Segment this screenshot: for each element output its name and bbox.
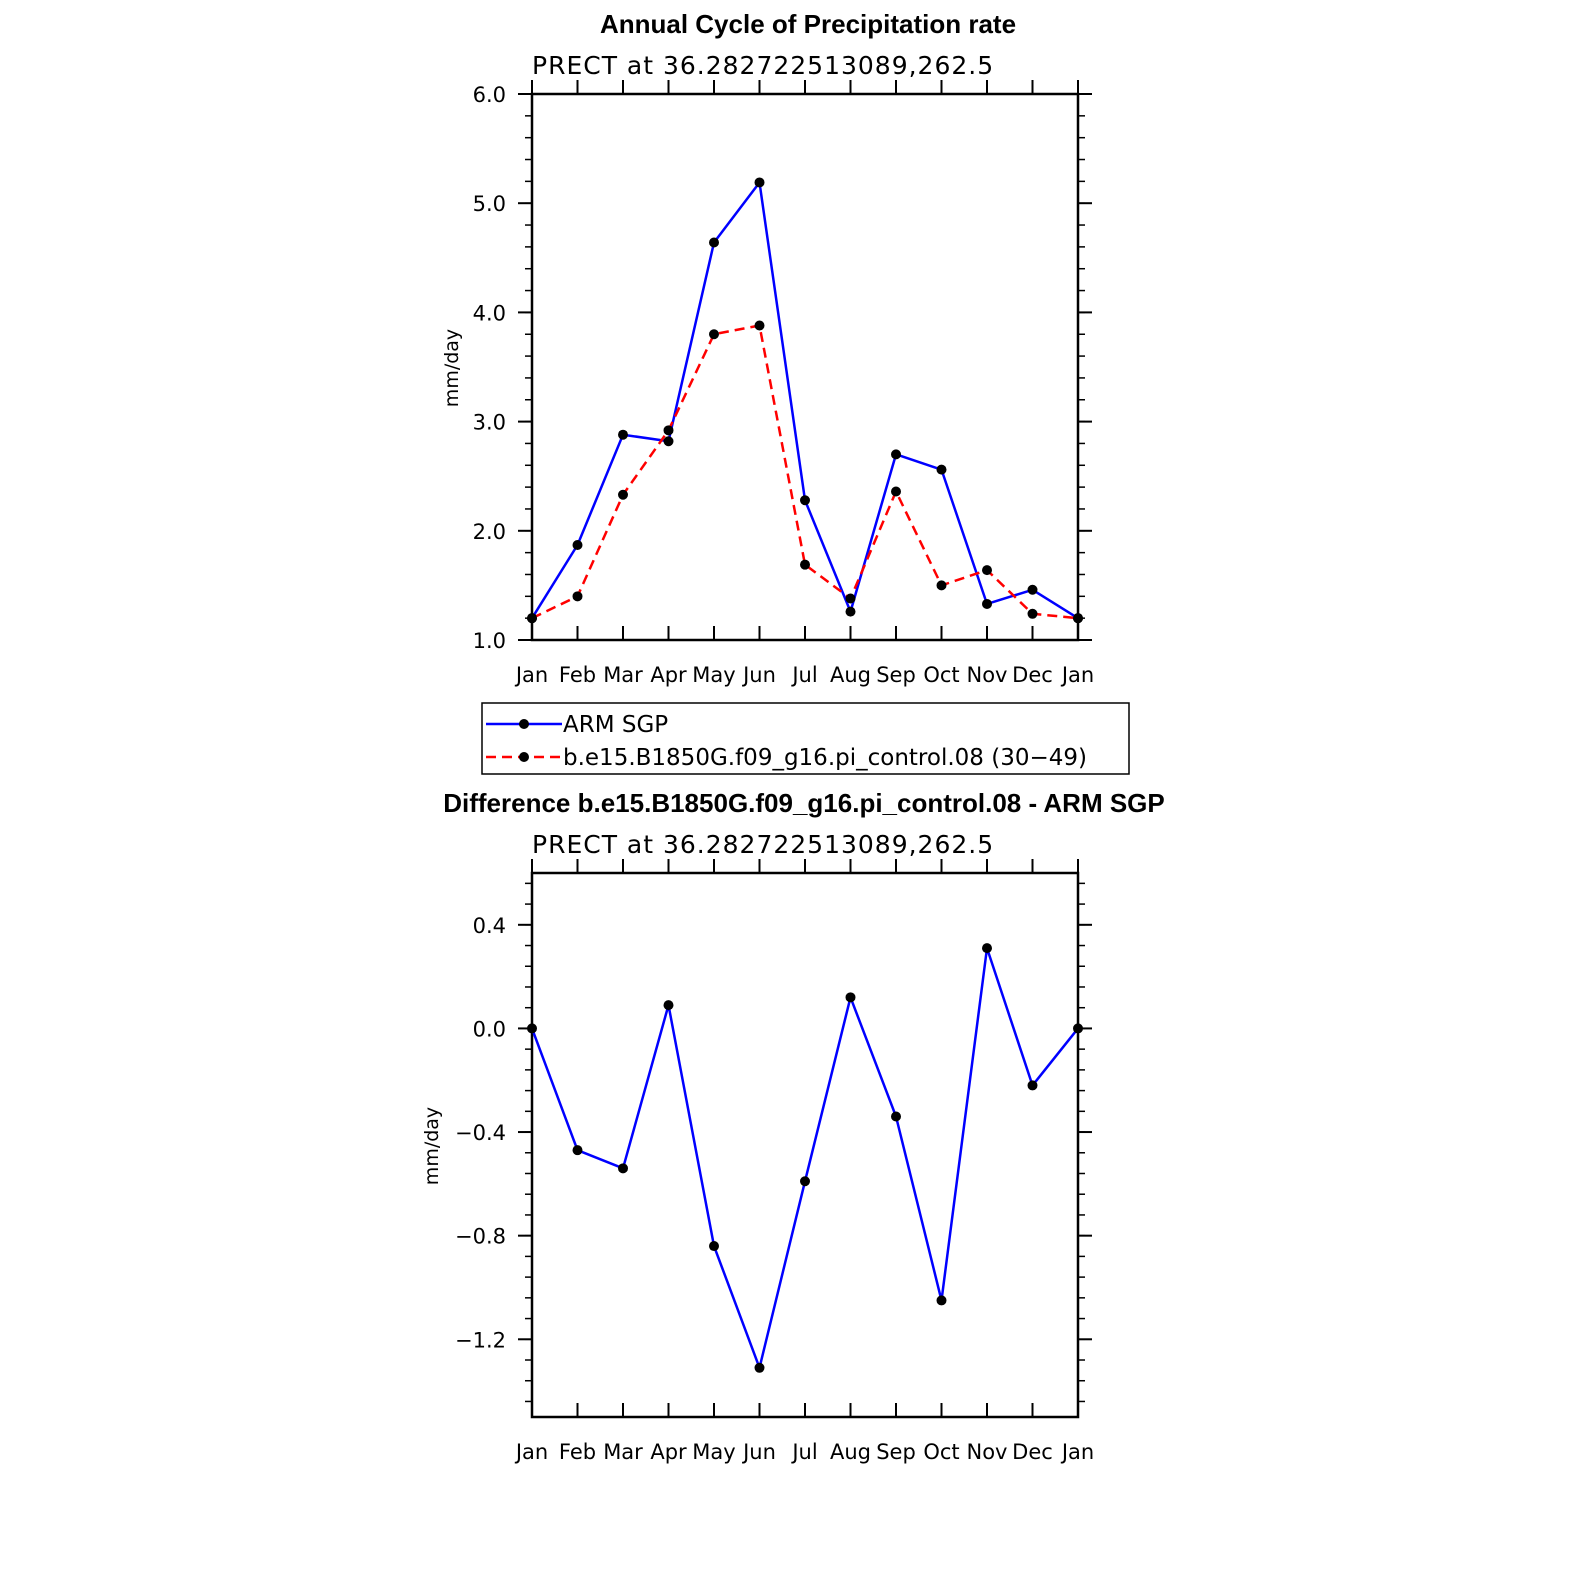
chart1-xtick-label: Nov — [967, 663, 1008, 687]
chart2-frame — [530, 871, 1080, 1419]
legend-label-model: b.e15.B1850G.f09_g16.pi_control.08 (30−4… — [563, 745, 1087, 771]
chart2-series-0-point — [800, 1176, 810, 1187]
chart2-series-0-point — [1073, 1023, 1083, 1034]
chart2-xtick-label: Feb — [559, 1440, 596, 1464]
chart1-xtick-label: Jan — [1060, 663, 1094, 687]
chart2-ytick-label: −0.8 — [455, 1225, 506, 1249]
chart2-ytick-label: −0.4 — [455, 1121, 506, 1145]
chart1-series-0-point — [982, 598, 992, 609]
chart1-series-0-point — [1027, 584, 1038, 595]
chart1-xtick-label: Dec — [1012, 663, 1053, 687]
chart1-series-1-point — [572, 591, 583, 602]
chart1-series-1-point — [754, 320, 765, 331]
chart2-xtick-label: Oct — [923, 1440, 959, 1464]
chart1-xtick-label: Oct — [923, 663, 959, 687]
chart2-series-0-point — [663, 1000, 674, 1011]
chart1-series-1-line — [531, 324, 1079, 620]
chart1-series-0-point — [754, 177, 765, 188]
chart1-series-0-point — [800, 495, 810, 506]
chart2-series-0-point — [982, 943, 992, 954]
chart1-title: Annual Cycle of Precipitation rate — [600, 9, 1016, 39]
chart1-xtick-label: Feb — [559, 663, 596, 687]
chart2-xtick-label: May — [692, 1440, 735, 1464]
chart1-ytick-label: 3.0 — [473, 411, 506, 435]
chart1-series-1-point — [936, 580, 947, 591]
chart2-subtitle: PRECT at 36.282722513089,262.5 — [532, 830, 994, 859]
chart2-series-0-point — [527, 1023, 537, 1034]
legend-box — [481, 702, 1130, 775]
chart2-xtick-label: Jul — [790, 1440, 817, 1464]
chart1-series-0-point — [618, 429, 628, 440]
chart1-series-1-point — [1073, 613, 1083, 624]
chart1-xtick-label: Jun — [741, 663, 776, 687]
chart2-series-0-point — [709, 1241, 719, 1252]
chart2-xtick-label: Mar — [603, 1440, 643, 1464]
chart1-xtick-label: May — [692, 663, 735, 687]
chart1-series-0-point — [663, 436, 674, 447]
chart2-series-0-point — [845, 992, 856, 1003]
legend-label-arm-sgp: ARM SGP — [563, 712, 668, 738]
chart2-xtick-label: Jan — [1060, 1440, 1094, 1464]
chart1-series-1-point — [891, 486, 901, 497]
chart1-series-1-point — [982, 565, 992, 576]
chart1-series-0-point — [572, 539, 583, 550]
chart1-series-1-point — [527, 613, 537, 624]
chart1-xtick-label: Jul — [790, 663, 817, 687]
chart1-ytick-label: 5.0 — [473, 192, 506, 216]
chart1-xtick-label: Sep — [876, 663, 916, 687]
chart2-xtick-label: Jun — [741, 1440, 776, 1464]
chart1-series-0-point — [936, 464, 947, 475]
chart2-title: Difference b.e15.B1850G.f09_g16.pi_contr… — [443, 788, 1165, 818]
chart1-ytick-label: 1.0 — [473, 629, 506, 653]
chart1-xtick-label: Jan — [514, 663, 548, 687]
chart1-plot: Jan Feb Mar Apr May Jun Jul Aug Sep Oct Nov Dec Jan 1… — [473, 80, 1094, 687]
chart2-xtick-label: Aug — [830, 1440, 871, 1464]
chart2-xtick-label: Sep — [876, 1440, 916, 1464]
chart1-ytick-label: 6.0 — [473, 83, 506, 107]
chart1-series-1-point — [845, 593, 856, 604]
chart1-series-1-point — [663, 425, 674, 436]
chart2-series-0-point — [572, 1145, 583, 1156]
chart2-xtick-label: Dec — [1012, 1440, 1053, 1464]
chart2-ylabel: mm/day — [421, 1107, 443, 1185]
chart2-ytick-label: −1.2 — [455, 1328, 506, 1352]
legend: ARM SGP b.e15.B1850G.f09_g16.pi_control.… — [481, 702, 1130, 775]
chart2-series-0-point — [891, 1111, 901, 1122]
chart2-xtick-label: Apr — [650, 1440, 687, 1464]
chart2-xtick-label: Jan — [514, 1440, 548, 1464]
chart1-series-1-point — [1027, 608, 1038, 619]
chart2-ytick-label: 0.0 — [473, 1017, 506, 1041]
chart1-series-0-point — [845, 606, 856, 617]
chart1-ytick-label: 4.0 — [473, 301, 506, 325]
chart1-series-1-point — [800, 559, 810, 570]
chart2-xtick-label: Nov — [967, 1440, 1008, 1464]
chart2-ytick-label: 0.4 — [473, 914, 506, 938]
chart2-series-0-point — [754, 1362, 765, 1373]
chart1-series-0-point — [891, 449, 901, 460]
chart1-ylabel: mm/day — [441, 329, 463, 407]
chart2-series-0-line — [530, 946, 1079, 1370]
chart2-series-0-point — [1027, 1080, 1038, 1091]
chart1-xtick-label: Aug — [830, 663, 871, 687]
chart1-series-0-line — [530, 181, 1079, 620]
chart1-xtick-label: Mar — [603, 663, 643, 687]
legend-marker-model — [519, 752, 529, 762]
chart1-subtitle: PRECT at 36.282722513089,262.5 — [532, 51, 994, 80]
chart1-series-1-point — [709, 329, 719, 340]
chart2-series-0-point — [618, 1163, 628, 1174]
chart2-plot: Jan Feb Mar Apr May Jun Jul Aug Sep Oct Nov Dec Jan −… — [455, 859, 1094, 1464]
chart2-series-0-point — [936, 1295, 947, 1306]
legend-marker-arm-sgp — [519, 719, 529, 729]
chart1-series-0-point — [709, 237, 719, 248]
chart1-ytick-label: 2.0 — [473, 520, 506, 544]
chart1-xtick-label: Apr — [650, 663, 687, 687]
chart1-series-1-point — [618, 489, 628, 500]
